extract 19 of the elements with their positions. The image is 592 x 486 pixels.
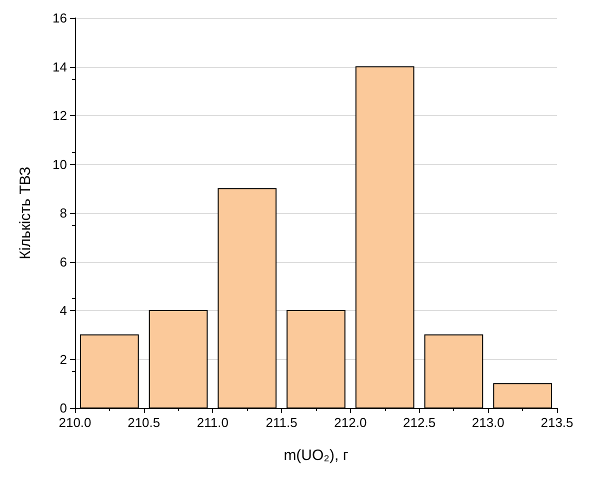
x-tick-label: 213.5 xyxy=(540,415,574,430)
x-tick-label: 212.0 xyxy=(334,415,367,430)
y-tick-label: 16 xyxy=(52,10,67,26)
y-tick-label: 12 xyxy=(52,108,67,123)
y-tick-label: 4 xyxy=(60,303,67,318)
y-axis-title: Кількість ТВЗ xyxy=(17,166,34,260)
y-tick-label: 14 xyxy=(52,59,67,74)
x-tick-label: 210.0 xyxy=(58,415,92,430)
x-tick-label: 212.5 xyxy=(403,415,436,430)
x-tick-label: 210.5 xyxy=(128,415,160,430)
x-tick-label: 211.5 xyxy=(266,415,298,430)
y-tick-label: 2 xyxy=(60,352,67,367)
x-tick-label: 213.0 xyxy=(472,415,504,430)
x-axis-title: m(UO₂), г xyxy=(284,447,349,464)
y-tick-label: 0 xyxy=(60,400,67,416)
y-tick-label: 6 xyxy=(60,254,67,270)
x-tick-label: 211.0 xyxy=(196,415,229,430)
y-tick-label: 10 xyxy=(52,156,67,172)
y-tick-label: 8 xyxy=(60,206,67,220)
